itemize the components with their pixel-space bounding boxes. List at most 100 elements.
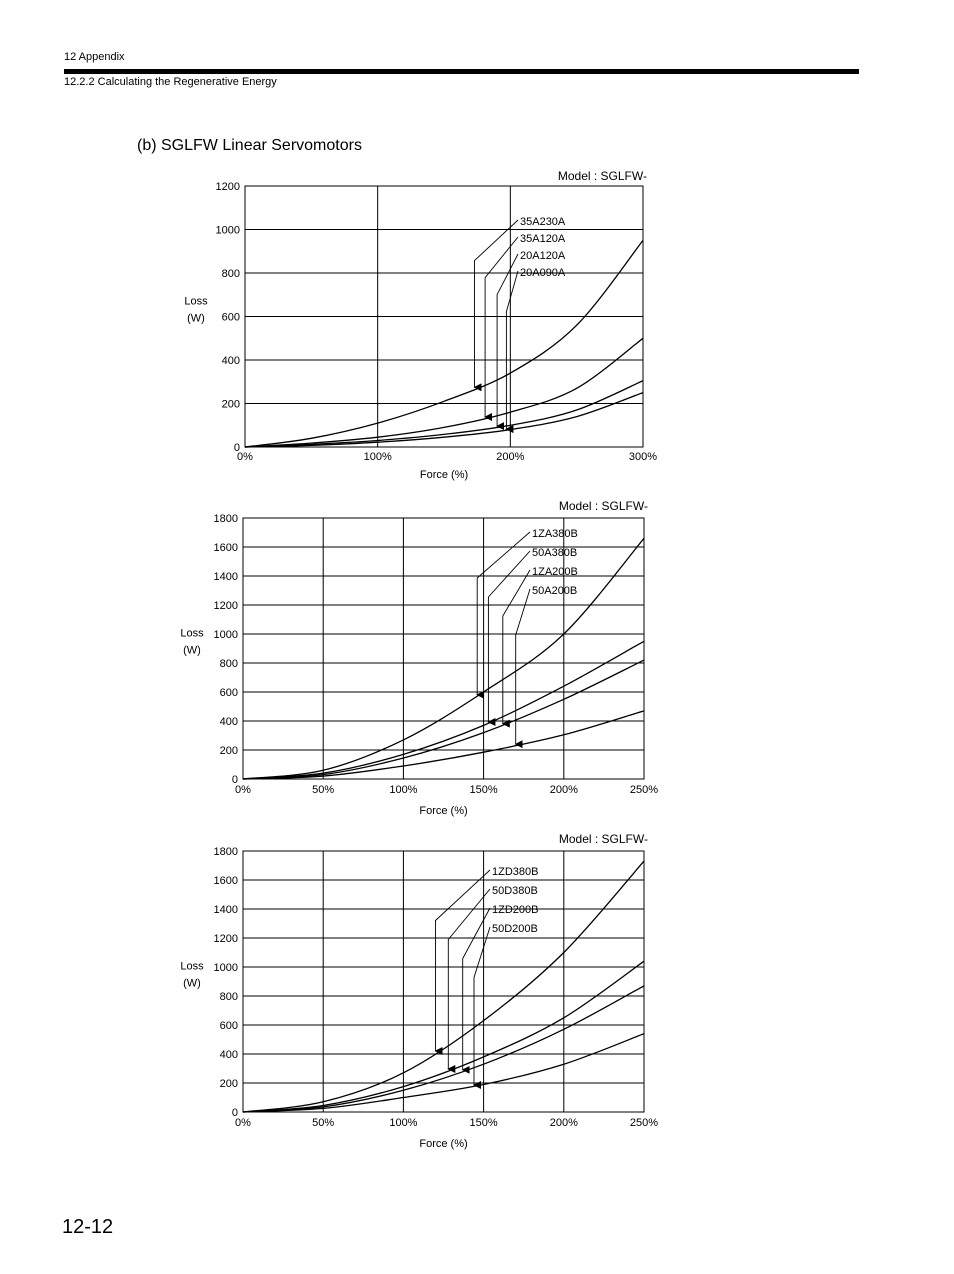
series-label: 35A120A [520, 233, 566, 245]
series-label: 20A090A [520, 267, 566, 279]
series-leader-arrow [501, 569, 531, 728]
y-tick-label: 1600 [214, 875, 238, 887]
x-tick-label: 150% [470, 1117, 498, 1129]
y-tick-label: 0 [234, 442, 240, 454]
series-label: 1ZA200B [532, 566, 578, 578]
series-label: 35A230A [520, 216, 566, 228]
x-axis-label: Force (%) [419, 805, 467, 817]
series-line [242, 860, 645, 1113]
y-tick-label: 600 [220, 687, 238, 699]
x-tick-label: 100% [364, 451, 392, 463]
series-line [244, 337, 644, 448]
y-tick-label: 400 [220, 1049, 238, 1061]
series-leader-arrow [484, 236, 519, 421]
series-label: 50A380B [532, 547, 577, 559]
series-line [242, 985, 645, 1113]
x-tick-label: 0% [237, 451, 253, 463]
y-tick-label: 200 [220, 1078, 238, 1090]
y-tick-label: 1400 [214, 904, 238, 916]
y-tick-label: 400 [222, 355, 240, 367]
plot-frame [242, 517, 645, 780]
y-axis-label: Loss [184, 296, 208, 308]
y-tick-label: 1600 [214, 542, 238, 554]
x-tick-label: 200% [550, 784, 578, 796]
x-tick-label: 100% [389, 784, 417, 796]
y-tick-label: 1200 [214, 600, 238, 612]
y-tick-label: 800 [220, 991, 238, 1003]
header-rule [64, 69, 859, 74]
y-tick-label: 0 [232, 1107, 238, 1119]
y-tick-label: 1200 [214, 933, 238, 945]
y-tick-label: 1000 [214, 629, 238, 641]
plot-frame [244, 185, 644, 448]
x-tick-label: 200% [550, 1117, 578, 1129]
y-axis-label: Loss [180, 961, 204, 973]
x-tick-label: 150% [470, 784, 498, 796]
series-leader-arrow [476, 531, 531, 699]
x-tick-label: 250% [630, 784, 658, 796]
section-title: (b) SGLFW Linear Servomotors [137, 137, 362, 154]
y-tick-label: 800 [222, 268, 240, 280]
series-label: 20A120A [520, 250, 566, 262]
page-number: 12-12 [62, 1216, 114, 1238]
series-leader-arrow [473, 219, 519, 392]
model-label: Model : SGLFW- [558, 169, 647, 183]
y-axis-unit: (W) [183, 978, 201, 990]
x-tick-label: 100% [389, 1117, 417, 1129]
x-tick-label: 300% [629, 451, 657, 463]
y-tick-label: 600 [220, 1020, 238, 1032]
y-tick-label: 200 [220, 745, 238, 757]
series-label: 1ZD380B [492, 866, 538, 878]
model-label: Model : SGLFW- [559, 499, 648, 513]
series-leader-arrow [514, 588, 531, 749]
series-leader-arrow [473, 926, 491, 1089]
series-leader-arrow [496, 253, 519, 431]
y-tick-label: 0 [232, 774, 238, 786]
x-tick-label: 0% [235, 784, 251, 796]
series-line [242, 537, 645, 780]
plot-frame [242, 850, 645, 1113]
y-tick-label: 400 [220, 716, 238, 728]
series-label: 50D380B [492, 885, 538, 897]
y-tick-label: 1000 [216, 225, 240, 237]
y-tick-label: 1800 [214, 846, 238, 858]
y-tick-label: 1800 [214, 513, 238, 525]
series-label: 1ZD200B [492, 904, 538, 916]
series-line [242, 659, 645, 780]
y-tick-label: 800 [220, 658, 238, 670]
header-section: 12.2.2 Calculating the Regenerative Ener… [64, 76, 277, 88]
x-tick-label: 50% [312, 1117, 334, 1129]
series-line [244, 380, 644, 448]
x-tick-label: 50% [312, 784, 334, 796]
series-leader-arrow [447, 888, 491, 1073]
series-label: 50A200B [532, 585, 577, 597]
series-line [242, 640, 645, 780]
y-axis-unit: (W) [183, 645, 201, 657]
series-line [242, 1033, 645, 1113]
series-line [244, 239, 644, 448]
series-label: 1ZA380B [532, 528, 578, 540]
y-tick-label: 1000 [214, 962, 238, 974]
series-leader-arrow [461, 907, 491, 1074]
x-axis-label: Force (%) [420, 469, 468, 481]
x-tick-label: 250% [630, 1117, 658, 1129]
y-tick-label: 600 [222, 312, 240, 324]
header-chapter: 12 Appendix [64, 51, 125, 63]
model-label: Model : SGLFW- [559, 832, 648, 846]
y-tick-label: 200 [222, 399, 240, 411]
x-tick-label: 0% [235, 1117, 251, 1129]
y-axis-label: Loss [180, 628, 204, 640]
series-leader-arrow [505, 270, 519, 434]
series-line [242, 960, 645, 1113]
x-axis-label: Force (%) [419, 1138, 467, 1150]
x-tick-label: 200% [496, 451, 524, 463]
series-line [244, 391, 644, 448]
series-line [242, 710, 645, 780]
y-axis-unit: (W) [187, 313, 205, 325]
y-tick-label: 1200 [216, 181, 240, 193]
series-leader-arrow [487, 550, 531, 726]
series-leader-arrow [434, 869, 491, 1055]
